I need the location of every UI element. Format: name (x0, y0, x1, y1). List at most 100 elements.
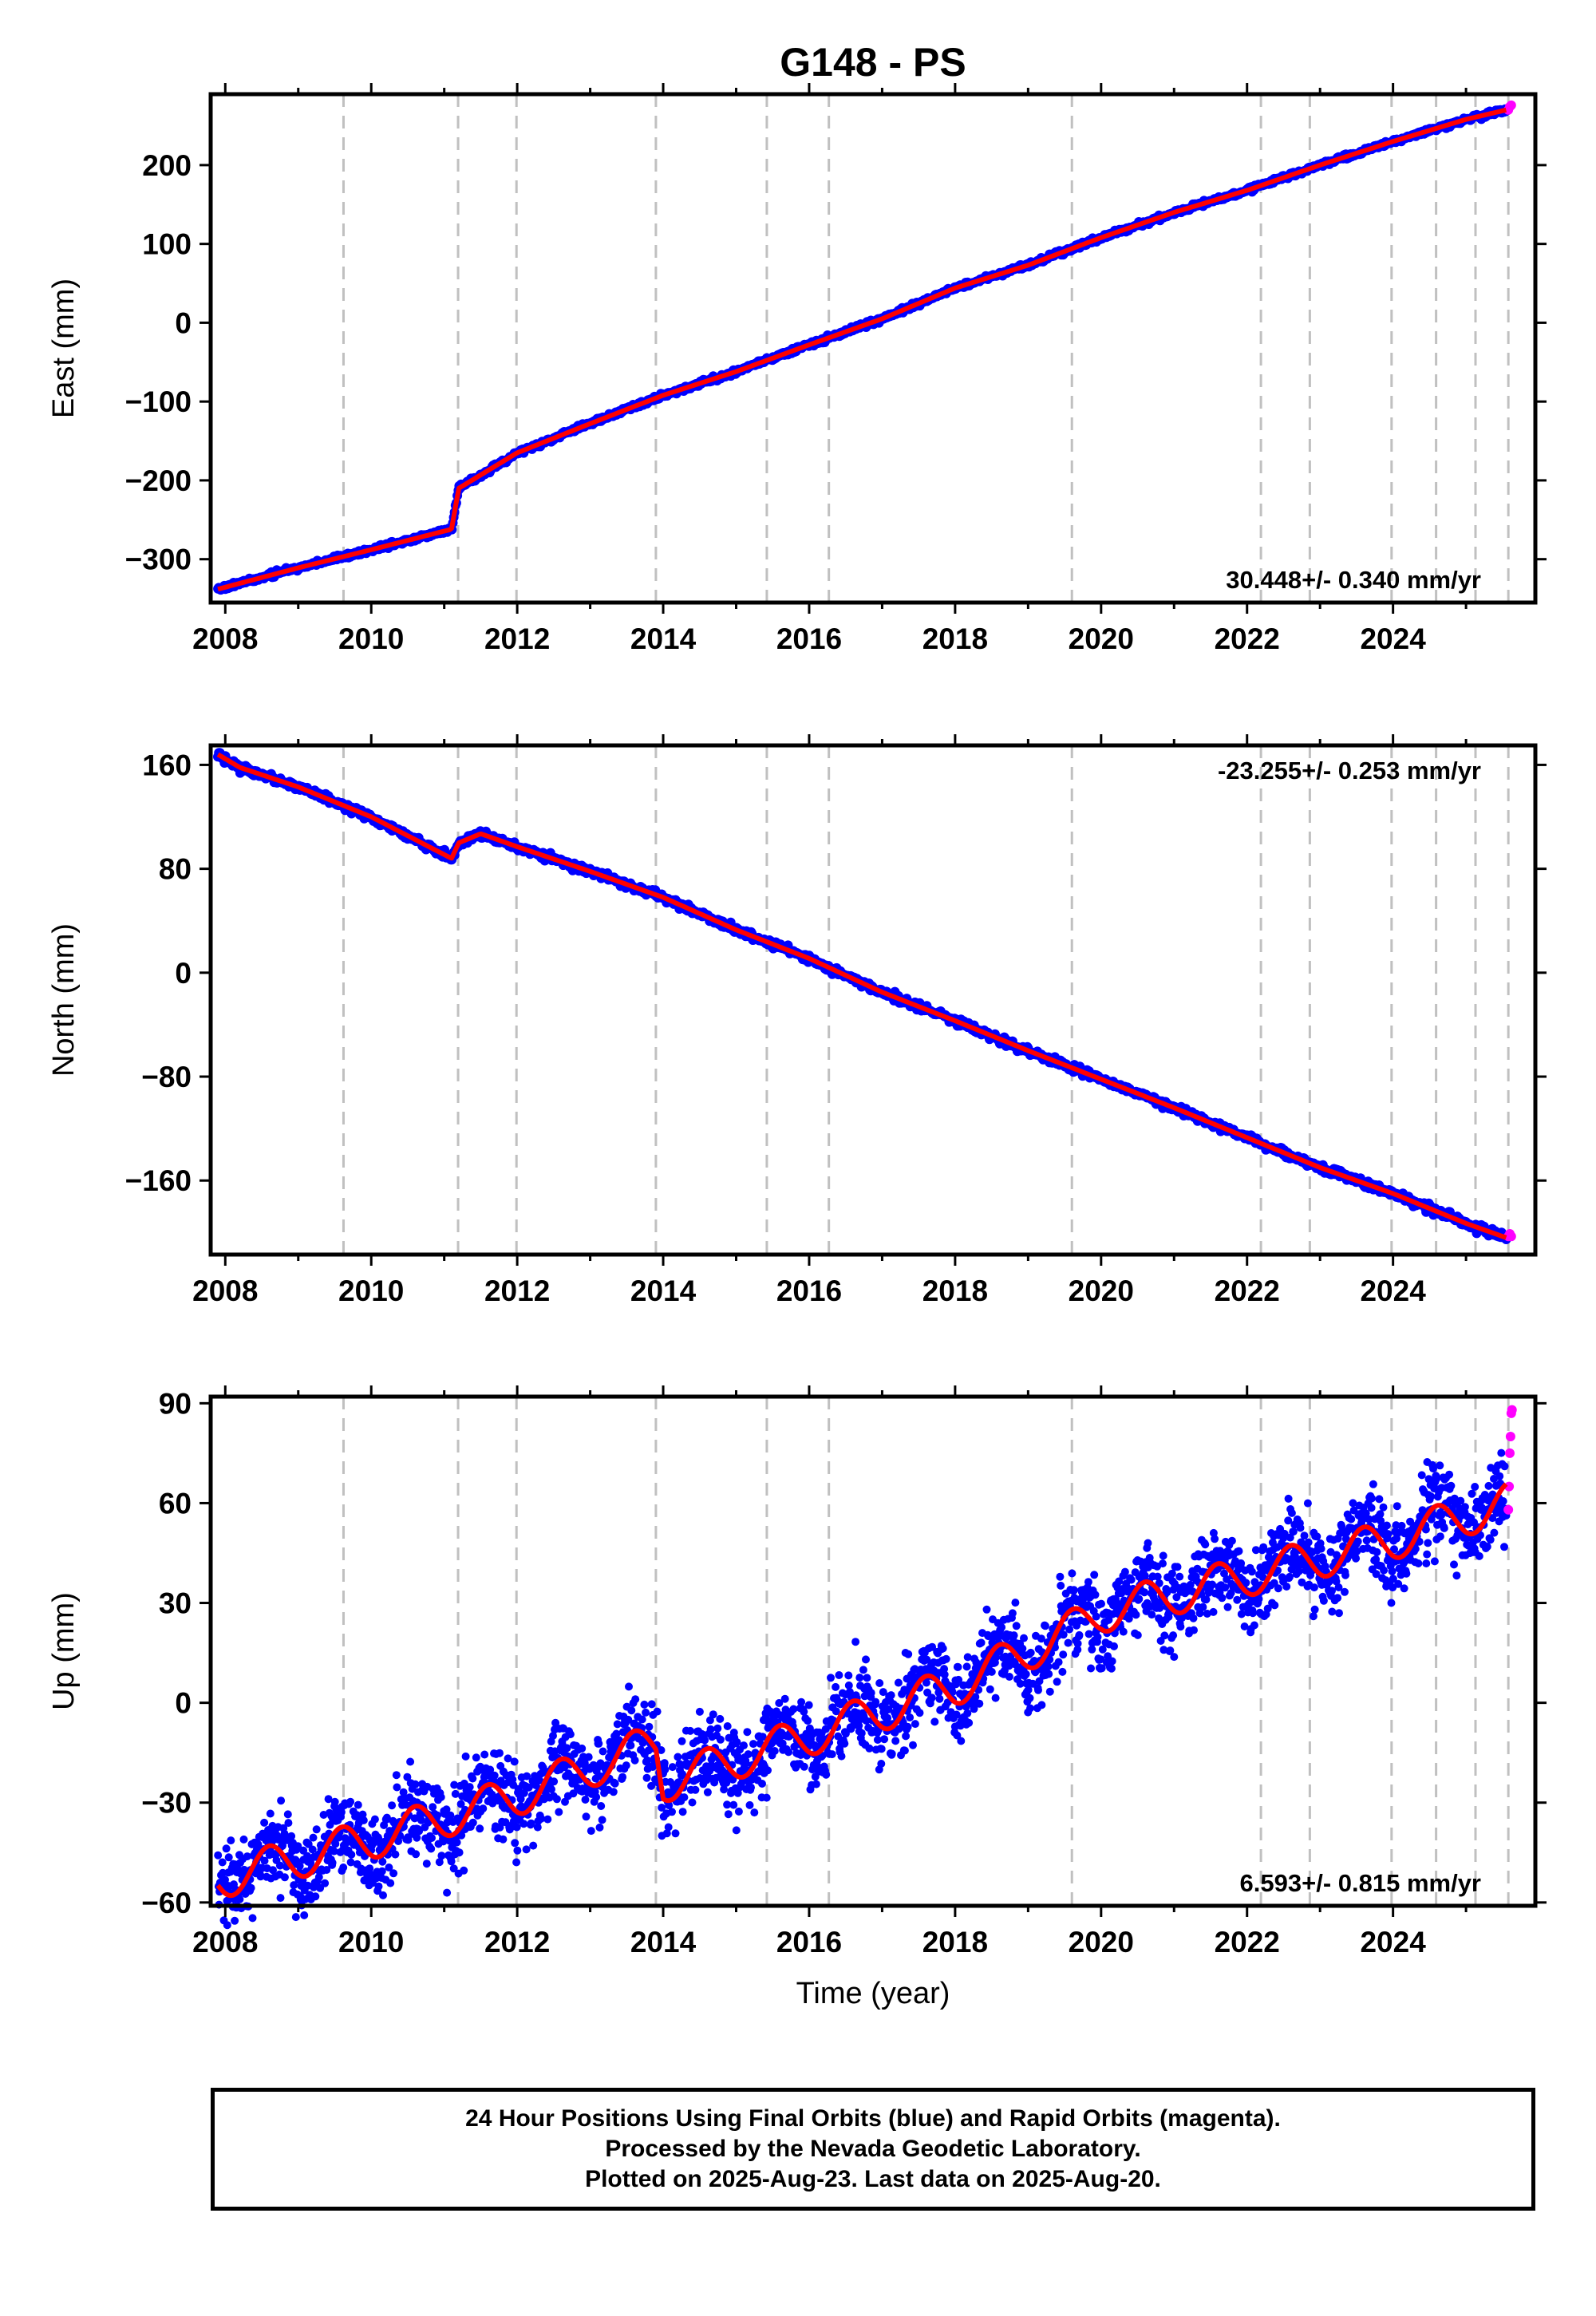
final-orbit-point (389, 1869, 398, 1878)
final-orbit-point (938, 1644, 947, 1653)
final-orbit-point (686, 1726, 694, 1735)
final-orbit-point (1093, 1633, 1102, 1642)
east-y-tick-label: −200 (125, 464, 192, 497)
east-velocity-label: 30.448+/- 0.340 mm/yr (1226, 566, 1481, 594)
final-orbit-point (496, 1749, 504, 1757)
final-orbit-point (597, 1802, 606, 1810)
final-orbit-point (386, 1879, 395, 1887)
final-orbit-point (239, 1835, 248, 1844)
final-orbit-point (716, 1714, 725, 1723)
north-velocity-label: -23.255+/- 0.253 mm/yr (1218, 757, 1481, 785)
north-y-tick-label: 160 (142, 749, 192, 781)
final-orbit-point (642, 1708, 650, 1717)
final-orbit-point (1073, 1639, 1082, 1648)
final-orbit-point (1098, 1645, 1107, 1654)
final-orbit-point (578, 1744, 587, 1753)
final-orbit-point (1084, 1630, 1093, 1638)
final-orbit-point (857, 1729, 866, 1737)
final-orbit-point (797, 1697, 806, 1706)
final-orbit-point (880, 1735, 889, 1744)
final-orbit-point (321, 1879, 330, 1887)
final-orbit-point (595, 1739, 603, 1748)
final-orbit-point (701, 1736, 709, 1745)
final-orbit-point (647, 1700, 656, 1709)
final-orbit-point (499, 1835, 508, 1844)
final-orbit-point (280, 1873, 289, 1882)
final-orbit-point (631, 1695, 640, 1704)
final-orbit-point (903, 1722, 912, 1731)
final-orbit-point (1020, 1634, 1028, 1642)
final-orbit-point (437, 1792, 445, 1801)
east-x-tick-label: 2014 (630, 622, 697, 655)
final-orbit-point (706, 1725, 715, 1733)
final-orbit-point (1190, 1626, 1198, 1634)
final-orbit-point (359, 1816, 368, 1824)
final-orbit-point (840, 1739, 849, 1748)
north-x-tick-label: 2010 (338, 1275, 404, 1307)
final-orbit-point (758, 1780, 766, 1788)
final-orbit-point (1201, 1540, 1210, 1549)
final-orbit-point (247, 1883, 255, 1892)
final-orbit-point (645, 1722, 654, 1731)
final-orbit-point (844, 1671, 853, 1680)
final-orbit-point (695, 1707, 704, 1716)
final-orbit-point (863, 1674, 871, 1682)
final-orbit-point (827, 1674, 835, 1682)
north-x-tick-label: 2012 (484, 1275, 550, 1307)
final-orbit-point (804, 1717, 812, 1725)
final-orbit-point (891, 1737, 900, 1745)
final-orbit-point (417, 1816, 425, 1824)
final-orbit-point (1090, 1571, 1099, 1579)
final-orbit-point (780, 1694, 789, 1703)
final-orbit-point (828, 1750, 836, 1759)
final-orbit-point (1018, 1644, 1027, 1653)
final-orbit-point (871, 1697, 880, 1706)
final-orbit-point (894, 1678, 903, 1687)
final-orbit-point (1053, 1678, 1061, 1686)
final-orbit-point (266, 1809, 275, 1818)
final-orbit-point (638, 1715, 646, 1724)
final-orbit-point (942, 1654, 950, 1663)
final-orbit-point (529, 1841, 538, 1850)
final-orbit-point (668, 1763, 677, 1772)
final-orbit-point (859, 1666, 867, 1674)
north-y-tick-label: 80 (159, 853, 192, 886)
final-orbit-point (900, 1746, 909, 1755)
final-orbit-point (598, 1816, 606, 1824)
final-orbit-point (987, 1667, 996, 1676)
north-y-tick-label: −80 (141, 1061, 192, 1093)
east-y-tick-label: −100 (125, 385, 192, 418)
final-orbit-point (461, 1752, 470, 1761)
final-orbit-point (433, 1811, 442, 1820)
final-orbit-point (745, 1800, 754, 1809)
final-orbit-point (977, 1638, 986, 1647)
final-orbit-point (1025, 1694, 1034, 1702)
final-orbit-point (734, 1807, 743, 1816)
final-orbit-point (1021, 1670, 1030, 1678)
final-orbit-point (680, 1793, 689, 1802)
final-orbit-point (1133, 1630, 1142, 1639)
final-orbit-point (1045, 1687, 1054, 1696)
final-orbit-point (1045, 1670, 1053, 1678)
final-orbit-point (427, 1844, 436, 1853)
final-orbit-point (877, 1760, 886, 1768)
final-orbit-point (1202, 1595, 1211, 1604)
final-orbit-point (224, 1853, 233, 1862)
final-orbit-point (512, 1858, 521, 1867)
final-orbit-point (832, 1682, 840, 1691)
final-orbit-point (625, 1682, 633, 1691)
final-orbit-point (1058, 1667, 1067, 1676)
final-orbit-point (1069, 1586, 1078, 1595)
final-orbit-point (291, 1913, 300, 1922)
up-final-orbit-points (214, 1448, 1511, 1930)
final-orbit-point (1169, 1631, 1178, 1640)
final-orbit-point (887, 1691, 895, 1700)
final-orbit-point (1008, 1609, 1017, 1618)
final-orbit-point (283, 1810, 292, 1819)
north-x-tick-label: 2024 (1360, 1275, 1426, 1307)
final-orbit-point (800, 1762, 808, 1771)
north-x-tick-label: 2014 (630, 1275, 697, 1307)
east-x-tick-label: 2020 (1069, 622, 1134, 655)
final-orbit-point (513, 1846, 522, 1855)
